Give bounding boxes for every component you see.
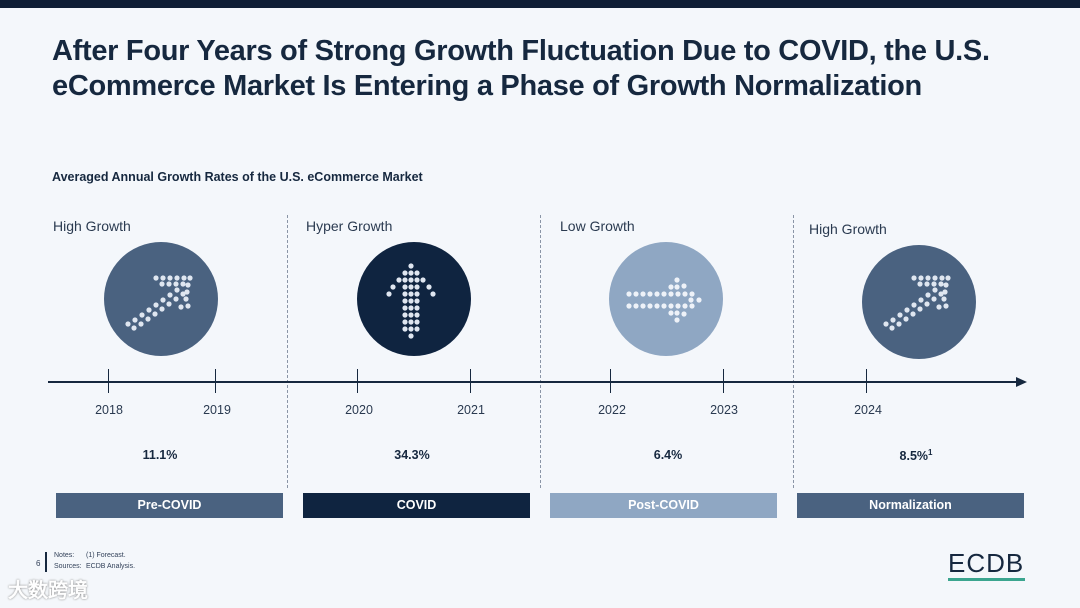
growth-rate: 11.1% (142, 448, 178, 462)
chart-subtitle: Averaged Annual Growth Rates of the U.S.… (52, 170, 423, 184)
timeline-arrowhead (1016, 377, 1027, 387)
year-tick (866, 369, 867, 393)
year-tick (470, 369, 471, 393)
year-label: 2018 (95, 403, 123, 417)
page-number: 6 (36, 559, 41, 568)
top-bar (0, 0, 1080, 8)
band-normalization: Normalization (797, 493, 1024, 518)
diagonal-arrow-icon (104, 242, 218, 356)
year-label: 2019 (203, 403, 231, 417)
year-tick (723, 369, 724, 393)
phase-divider (793, 215, 794, 488)
footnote-marker: 1 (928, 448, 933, 457)
ecdb-logo: ECDB (948, 548, 1025, 578)
logo-underline (948, 578, 1025, 581)
year-tick (108, 369, 109, 393)
band-pre-covid: Pre-COVID (56, 493, 283, 518)
year-tick (215, 369, 216, 393)
notes-divider (45, 552, 47, 572)
phase-label-1: High Growth (53, 218, 131, 234)
year-label: 2020 (345, 403, 373, 417)
sources-value: ECDB Analysis. (86, 563, 136, 570)
growth-rate-with-note: 8.5%1 (866, 448, 966, 463)
growth-rate: 8.5% (899, 449, 929, 464)
band-post-covid: Post-COVID (550, 493, 777, 518)
diagonal-arrow-icon (862, 245, 976, 359)
growth-rate: 6.4% (653, 448, 683, 462)
phase-divider (540, 215, 541, 488)
watermark: 大数跨境 (8, 580, 88, 602)
growth-rate: 34.3% (394, 448, 430, 462)
right-arrow-icon (609, 242, 723, 356)
year-label: 2021 (457, 403, 485, 417)
timeline-axis (48, 381, 1018, 383)
sources-label: Sources: (54, 563, 82, 570)
page-title: After Four Years of Strong Growth Fluctu… (52, 35, 990, 102)
band-covid: COVID (303, 493, 530, 518)
year-label: 2022 (598, 403, 626, 417)
year-label: 2024 (854, 403, 882, 417)
up-arrow-icon (357, 242, 471, 356)
notes-label: Notes: (54, 552, 75, 559)
year-label: 2023 (710, 403, 738, 417)
year-tick (357, 369, 358, 393)
phase-label-4: High Growth (809, 221, 887, 237)
notes-value: (1) Forecast. (86, 552, 126, 559)
year-tick (610, 369, 611, 393)
phase-label-3: Low Growth (560, 218, 635, 234)
phase-divider (287, 215, 288, 488)
phase-label-2: Hyper Growth (306, 218, 393, 234)
